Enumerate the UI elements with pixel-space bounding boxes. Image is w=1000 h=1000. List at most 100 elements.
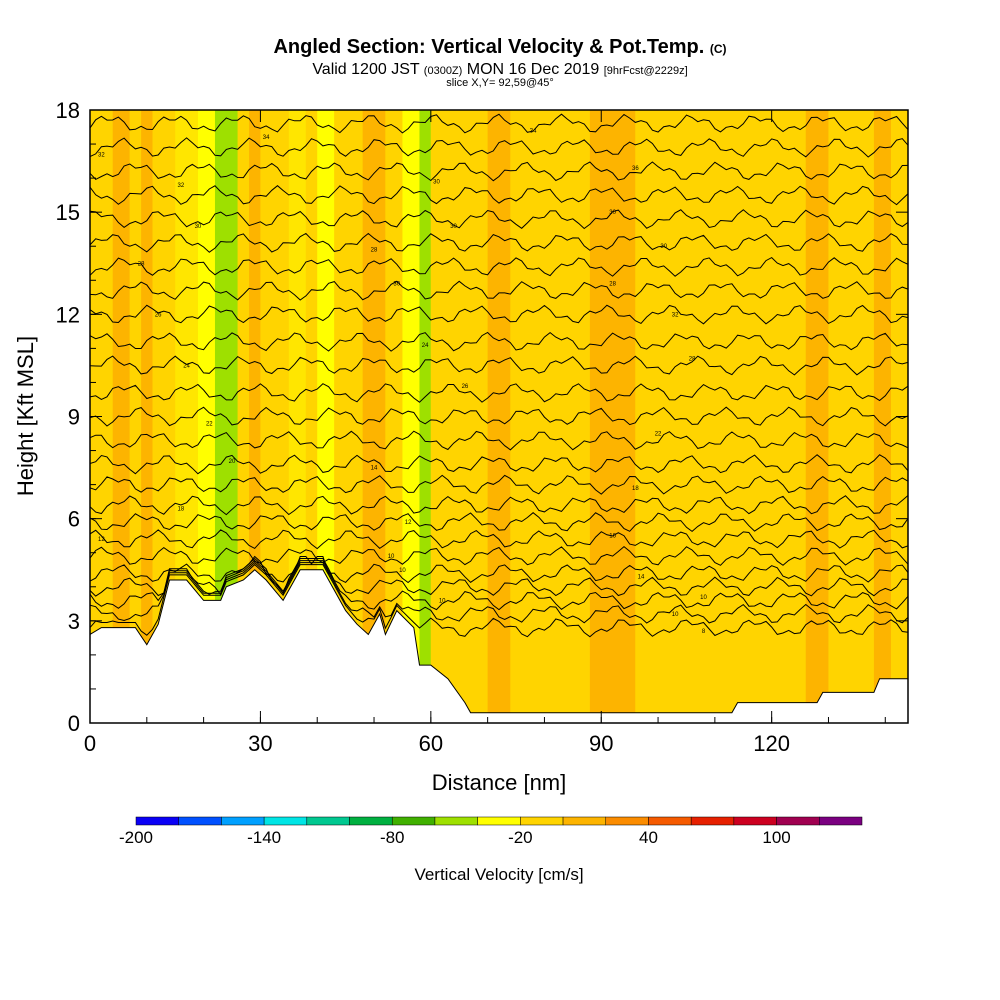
- contour-label: 28: [371, 248, 378, 254]
- slice-info: slice X,Y= 92,59@45°: [446, 77, 554, 89]
- terrain: [90, 569, 908, 723]
- contour-label: 12: [98, 537, 105, 543]
- velocity-band: [214, 110, 238, 723]
- contour-label: 30: [195, 224, 202, 230]
- contour-label: 28: [138, 261, 145, 267]
- theta-contour: [90, 406, 908, 427]
- theta-contour: [90, 561, 908, 624]
- theta-contour: [90, 383, 908, 403]
- contour-label: 14: [371, 466, 378, 472]
- colorbar-swatch: [263, 816, 308, 826]
- velocity-band: [141, 110, 153, 723]
- velocity-band: [249, 110, 261, 723]
- theta-contour: [90, 474, 908, 495]
- y-tick-label: 9: [68, 405, 80, 430]
- theta-contour: [90, 280, 908, 301]
- contour-label: 24: [183, 363, 190, 369]
- colorbar-swatch: [776, 816, 820, 826]
- contour-label: 30: [393, 282, 400, 288]
- contour-label: 10: [439, 598, 446, 604]
- contour-label: 30: [450, 224, 457, 230]
- x-tick-label: 60: [419, 731, 443, 756]
- velocity-band: [873, 110, 891, 723]
- colorbar-swatch: [562, 816, 607, 826]
- x-tick-label: 120: [753, 731, 790, 756]
- contour-label: 24: [422, 343, 429, 349]
- y-tick-label: 6: [68, 507, 80, 532]
- contour-label: 32: [98, 152, 105, 158]
- y-tick-label: 12: [56, 302, 80, 327]
- theta-contour: [90, 555, 908, 584]
- colorbar-swatch: [221, 816, 265, 826]
- x-tick-label: 30: [248, 731, 272, 756]
- y-tick-label: 3: [68, 609, 80, 634]
- contour-label: 10: [399, 568, 406, 574]
- colorbar-tick-label: -80: [380, 828, 405, 847]
- velocity-band: [129, 110, 142, 723]
- contour-label: 18: [178, 506, 185, 512]
- theta-contour: [90, 185, 908, 206]
- contour-label: 26: [155, 312, 162, 318]
- contour-label: 26: [462, 384, 469, 390]
- colorbar-tick-label: 40: [639, 828, 658, 847]
- x-tick-label: 90: [589, 731, 613, 756]
- theta-contour: [90, 161, 908, 182]
- contour-label: 30: [433, 180, 440, 186]
- y-tick-label: 15: [56, 200, 80, 225]
- theta-contour: [90, 137, 908, 158]
- terrain-profile: [90, 569, 908, 723]
- colorbar-tick-label: -20: [508, 828, 533, 847]
- contour-label: 20: [229, 459, 236, 465]
- contour-label: 12: [405, 520, 412, 526]
- contour-label: 34: [530, 128, 537, 134]
- contour-label: 34: [263, 135, 270, 141]
- contour-label: 10: [388, 554, 395, 560]
- contour-label: 10: [700, 595, 707, 601]
- y-tick-label: 0: [68, 711, 80, 736]
- theta-contour: [90, 355, 908, 376]
- contour-label: 8: [702, 629, 706, 635]
- theta-contour: [90, 256, 908, 277]
- contour-label: 36: [632, 166, 639, 172]
- theta-contour: [90, 545, 908, 566]
- colorbar: -200 -140 -80 -20 40 100: [119, 816, 863, 847]
- colorbar-swatch: [391, 816, 436, 826]
- theta-contour: [90, 304, 908, 325]
- colorbar-tick-label: -140: [247, 828, 281, 847]
- contour-label: 18: [632, 486, 639, 492]
- velocity-band: [197, 110, 215, 723]
- theta-contour: [90, 559, 908, 611]
- contour-label: 32: [672, 312, 679, 318]
- contour-label: 14: [638, 575, 645, 581]
- chart-title: Angled Section: Vertical Velocity & Pot.…: [273, 36, 727, 58]
- colorbar-swatch: [690, 816, 735, 826]
- contour-label: 30: [609, 210, 616, 216]
- velocity-band: [487, 110, 511, 723]
- colorbar-swatch: [306, 816, 350, 826]
- theta-contour: [90, 529, 908, 550]
- contour-label: 22: [206, 421, 213, 427]
- contour-label: 10: [672, 612, 679, 618]
- colorbar-swatch: [733, 816, 777, 826]
- colorbar-swatch: [605, 816, 649, 826]
- theta-contour: [90, 557, 908, 597]
- x-axis-label: Distance [nm]: [432, 770, 567, 795]
- colorbar-tick-label: 100: [762, 828, 790, 847]
- theta-contour: [90, 563, 908, 638]
- x-tick-label: 0: [84, 731, 96, 756]
- velocity-band: [402, 110, 420, 723]
- colorbar-label: Vertical Velocity [cm/s]: [414, 865, 583, 884]
- contour-label: 30: [660, 244, 667, 250]
- contour-label: 22: [655, 432, 662, 438]
- theta-contour: [90, 209, 908, 230]
- contour-label: 32: [178, 183, 185, 189]
- velocity-band: [430, 110, 488, 723]
- valid-time: Valid 1200 JST (0300Z) MON 16 Dec 2019 […: [312, 61, 688, 78]
- theta-contour: [90, 430, 908, 451]
- colorbar-swatch: [178, 816, 222, 826]
- theta-contour: [90, 512, 908, 533]
- theta-contour: [90, 331, 908, 352]
- colorbar-tick-label: -200: [119, 828, 153, 847]
